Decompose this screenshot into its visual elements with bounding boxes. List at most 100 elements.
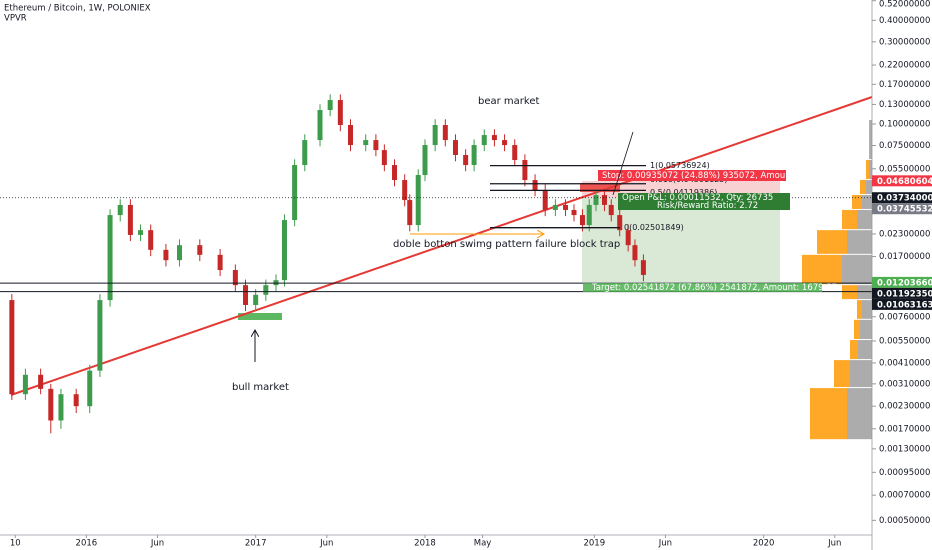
candle-body bbox=[579, 215, 585, 226]
volume-up bbox=[860, 180, 866, 195]
candle-body bbox=[640, 260, 646, 275]
candle-body bbox=[471, 145, 477, 166]
y-tick-label: 0.01700000 bbox=[879, 252, 930, 262]
price-tag-label: 0.03734000 bbox=[877, 194, 932, 204]
volume-up bbox=[854, 319, 860, 340]
volume-up bbox=[857, 300, 862, 319]
volume-down bbox=[866, 180, 872, 195]
candle-body bbox=[163, 249, 169, 261]
pointer-line bbox=[612, 131, 634, 196]
y-tick-label: 0.05500000 bbox=[879, 164, 930, 174]
fib-label: 0.5(0.04119386) bbox=[650, 188, 717, 197]
support-zone bbox=[238, 313, 282, 320]
resistance-zone bbox=[580, 183, 620, 192]
y-tick-label: 0.02300000 bbox=[879, 229, 930, 239]
candle-body bbox=[552, 204, 558, 210]
y-tick-label: 0.00050000 bbox=[879, 516, 930, 526]
candle-body bbox=[481, 135, 487, 146]
stop-label-box bbox=[598, 170, 786, 181]
pnl-label: Open P&L: 0.00011532, Qty: 26735 bbox=[622, 193, 773, 203]
candle-body bbox=[608, 204, 614, 216]
candle-body bbox=[422, 145, 428, 175]
candle-body bbox=[601, 195, 607, 205]
y-tick-label: 0.00410000 bbox=[879, 358, 930, 368]
volume-down bbox=[842, 254, 872, 285]
candle-body bbox=[586, 204, 592, 226]
x-tick-label: 2020 bbox=[753, 539, 775, 549]
candle-body bbox=[243, 285, 249, 305]
price-tag-label: 0.01063163 bbox=[877, 300, 932, 310]
x-tick-label: 10 bbox=[10, 539, 21, 549]
volume-down bbox=[862, 195, 872, 209]
y-tick-label: 0.07500000 bbox=[879, 141, 930, 151]
volume-down bbox=[869, 160, 872, 180]
candle-body bbox=[625, 230, 631, 246]
candle-body bbox=[402, 180, 408, 201]
x-tick-label: Jun bbox=[150, 539, 164, 549]
candle-body bbox=[363, 140, 369, 146]
y-tick-label: 0.13000000 bbox=[879, 100, 930, 110]
candle-body bbox=[392, 165, 398, 181]
y-tick-label: 0.10000000 bbox=[879, 120, 930, 130]
price-tag-label: 0.04680604 bbox=[877, 177, 932, 187]
volume-down bbox=[847, 388, 872, 440]
candle-body bbox=[138, 230, 144, 235]
time-axis bbox=[0, 535, 932, 550]
candle-body bbox=[127, 204, 133, 235]
volume-up bbox=[802, 254, 842, 285]
volume-up bbox=[834, 360, 850, 388]
y-tick-label: 0.17000000 bbox=[879, 80, 930, 90]
candle-body bbox=[281, 220, 287, 281]
x-tick-label: Jun bbox=[658, 539, 672, 549]
y-tick-label: 0.30000000 bbox=[879, 37, 930, 47]
price-tag bbox=[872, 287, 932, 299]
x-tick-label: 2016 bbox=[76, 539, 98, 549]
y-tick-label: 0.22000000 bbox=[879, 61, 930, 71]
price-tag-label: 0.01192350 bbox=[877, 289, 932, 299]
volume-up bbox=[810, 388, 847, 440]
fib-label: 0(0.02501849) bbox=[624, 223, 684, 232]
candle-body bbox=[302, 140, 308, 166]
candle-body bbox=[87, 370, 93, 407]
price-tag-label: 0.03745532 bbox=[877, 205, 932, 215]
candle-body bbox=[117, 204, 123, 216]
x-tick-label: May bbox=[474, 539, 492, 549]
candle-body bbox=[571, 209, 577, 216]
candle-body bbox=[253, 294, 259, 305]
candle-body bbox=[491, 135, 497, 141]
target-label-box bbox=[583, 283, 822, 292]
volume-up bbox=[866, 160, 869, 180]
volume-down bbox=[860, 319, 872, 340]
candle-body bbox=[292, 165, 298, 221]
candle-body bbox=[9, 300, 15, 395]
indicator-name: VPVR bbox=[4, 14, 27, 24]
volume-down bbox=[858, 340, 872, 360]
candle-body bbox=[22, 374, 28, 395]
volume-down bbox=[857, 209, 872, 230]
candle-body bbox=[381, 150, 387, 166]
candle-body bbox=[373, 140, 379, 151]
candle-body bbox=[452, 140, 458, 155]
y-tick-label: 0.00130000 bbox=[879, 444, 930, 454]
volume-down bbox=[862, 300, 872, 319]
stop-label: Stop: 0.00935072 (24.88%) 935072, Amount… bbox=[602, 171, 829, 181]
chart-title: Ethereum / Bitcoin, 1W, POLONIEX bbox=[4, 4, 151, 14]
candle-body bbox=[73, 394, 79, 407]
price-tag bbox=[872, 175, 932, 187]
x-tick-label: Jun bbox=[319, 539, 333, 549]
candle-body bbox=[502, 140, 508, 146]
candle-body bbox=[148, 230, 154, 250]
y-tick-label: 0.00550000 bbox=[879, 336, 930, 346]
target-label: Target: 0.02541872 (67.86%) 2541872, Amo… bbox=[591, 283, 837, 293]
x-tick-label: 2018 bbox=[414, 539, 436, 549]
annotation: bear market bbox=[478, 96, 539, 107]
volume-down bbox=[870, 120, 872, 160]
x-tick-label: 2017 bbox=[245, 539, 267, 549]
candle-body bbox=[217, 254, 223, 271]
y-tick-label: 0.52000000 bbox=[879, 0, 930, 10]
candle-body bbox=[563, 204, 569, 210]
trend-line bbox=[10, 96, 873, 396]
volume-up bbox=[817, 230, 847, 254]
price-tag bbox=[872, 192, 932, 204]
price-tag-label: 0.01203660 bbox=[877, 278, 932, 288]
